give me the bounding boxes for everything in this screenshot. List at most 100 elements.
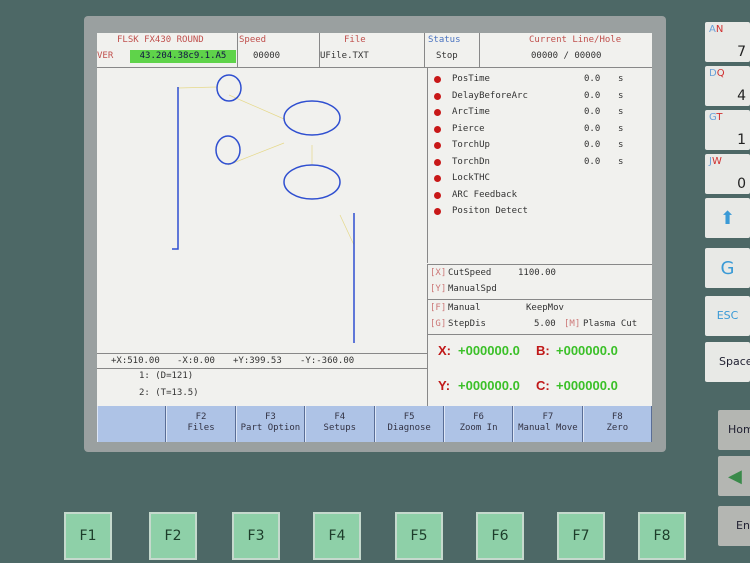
step-dis-value[interactable]: 5.00 — [534, 319, 556, 329]
param-row: TorchUp 0.0 s — [428, 137, 648, 153]
y-axis-label: Y: — [438, 378, 451, 393]
hardware-key-f1[interactable]: F1 — [64, 512, 112, 560]
param-row: DelayBeforeArc 0.0 s — [428, 88, 648, 104]
hardware-key-f8[interactable]: F8 — [638, 512, 686, 560]
path-hole — [283, 164, 341, 200]
screen: FLSK FX430 ROUND VER 43.204.38c9.1.A5 Sp… — [97, 33, 652, 442]
enter-key[interactable]: Enter — [718, 506, 750, 546]
limits-bar: +X:510.00 -X:0.00 +Y:399.53 -Y:-360.00 — [97, 353, 427, 369]
code-line: 1: (D=121) — [139, 371, 194, 381]
speed-value: 00000 — [253, 51, 281, 61]
status-dot-icon — [434, 191, 441, 199]
hardware-key-f7[interactable]: F7 — [557, 512, 605, 560]
softkey-8[interactable]: F8 Zero — [582, 406, 652, 442]
param-row: PosTime 0.0 s — [428, 71, 648, 87]
softkey-key: F6 — [473, 412, 484, 422]
cut-mode-value[interactable]: Plasma Cut — [583, 319, 638, 329]
softkey-3[interactable]: F3 Part Option — [235, 406, 306, 442]
hardware-key-f2[interactable]: F2 — [149, 512, 197, 560]
param-value: 0.0 — [584, 90, 601, 101]
x-axis-label: X: — [438, 343, 451, 358]
softkey-label: Files — [187, 423, 215, 433]
param-name: Positon Detect — [452, 206, 528, 216]
param-name: PosTime — [452, 74, 490, 84]
param-unit: s — [618, 140, 624, 150]
softkey-label: Part Option — [240, 423, 301, 433]
status-value: Stop — [436, 51, 458, 61]
g-key: [G] — [430, 319, 447, 329]
hardware-key-f4[interactable]: F4 — [313, 512, 361, 560]
softkey-5[interactable]: F5 Diagnose — [374, 406, 444, 442]
x-key: [X] — [430, 268, 447, 278]
softkey-4[interactable]: F4 Setups — [305, 406, 375, 442]
f-key: [F] — [430, 303, 447, 313]
param-value: 0.0 — [584, 107, 601, 117]
y-coord: +000000.0 — [458, 378, 520, 393]
x-coord: +000000.0 — [458, 343, 520, 358]
path-hole — [283, 100, 341, 136]
path-hole — [216, 74, 242, 102]
status-dot-icon — [434, 142, 441, 149]
hardware-key-f3[interactable]: F3 — [232, 512, 280, 560]
plus-y-limit: +Y:399.53 — [233, 356, 282, 366]
key-0[interactable]: JW 0 — [705, 154, 750, 194]
ver-label: VER — [97, 51, 114, 61]
status-dot-icon — [434, 208, 441, 215]
hardware-key-f6[interactable]: F6 — [476, 512, 524, 560]
space-key[interactable]: Space — [705, 342, 750, 382]
param-unit: s — [618, 107, 624, 117]
param-name: ARC Feedback — [452, 189, 518, 200]
softkey-label: Zoom In — [459, 423, 498, 433]
cut-speed-value[interactable]: 1100.00 — [518, 268, 556, 278]
file-cell: File UFile.TXT — [319, 33, 425, 67]
param-name: ArcTime — [452, 107, 490, 117]
key-7[interactable]: AN 7 — [705, 22, 750, 62]
status-label: Status — [428, 35, 461, 45]
cut-path-preview[interactable] — [97, 67, 427, 353]
param-name: Pierce — [452, 123, 485, 134]
speed-cell: Speed 00000 — [237, 33, 320, 67]
status-dot-icon — [434, 125, 441, 133]
manual-label: Manual — [448, 303, 481, 313]
path-hole — [215, 135, 241, 165]
y-key: [Y] — [430, 284, 447, 294]
param-row: ARC Feedback — [428, 187, 648, 203]
c-axis-label: C: — [536, 378, 550, 393]
mode-box: [F] Manual KeepMov [G] StepDis 5.00 [M] … — [427, 299, 652, 334]
manual-speed-label[interactable]: ManualSpd — [448, 284, 497, 294]
b-coord: +000000.0 — [556, 343, 618, 358]
c-coord: +000000.0 — [556, 378, 618, 393]
version-value: 43.204.38c9.1.A5 — [130, 50, 236, 63]
softkey-1[interactable] — [97, 406, 167, 442]
line-value: 00000 / 00000 — [531, 51, 602, 61]
manual-mode-value[interactable]: KeepMov — [526, 303, 564, 313]
function-bar: F2 Files F3 Part Option F4 Setups F5 Diagnose F6… — [97, 406, 652, 442]
param-unit: s — [618, 74, 624, 84]
esc-key[interactable]: ESC — [705, 296, 750, 336]
path-line — [172, 87, 179, 250]
softkey-key: F7 — [542, 412, 554, 422]
softkey-key: F4 — [334, 412, 346, 422]
hardware-key-f5[interactable]: F5 — [395, 512, 443, 560]
param-row: ArcTime 0.0 s — [428, 104, 648, 120]
status-dot-icon — [434, 158, 441, 166]
softkey-7[interactable]: F7 Manual Move — [513, 406, 583, 442]
key-g[interactable]: G — [705, 248, 750, 288]
softkey-label: Manual Move — [518, 423, 578, 433]
softkey-2[interactable]: F2 Files — [166, 406, 236, 442]
param-value: 0.0 — [584, 156, 601, 167]
speed-box: [X] CutSpeed 1100.00 [Y] ManualSpd — [427, 264, 652, 299]
param-row: Pierce 0.0 s — [428, 121, 648, 137]
left-arrow-icon: ◀ — [728, 466, 742, 487]
key-1[interactable]: GT 1 — [705, 110, 750, 150]
m-key: [M] — [564, 319, 581, 329]
softkey-6[interactable]: F6 Zoom In — [443, 406, 514, 442]
plus-x-limit: +X:510.00 — [111, 356, 160, 366]
speed-label: Speed — [239, 35, 267, 45]
key-4[interactable]: DQ 4 — [705, 66, 750, 106]
up-arrow-key[interactable]: ⬆ — [705, 198, 750, 238]
softkey-key: F8 — [611, 412, 623, 422]
left-arrow-key[interactable]: ◀ — [718, 456, 750, 496]
home-key[interactable]: Home — [718, 410, 750, 450]
param-unit: s — [618, 90, 624, 101]
